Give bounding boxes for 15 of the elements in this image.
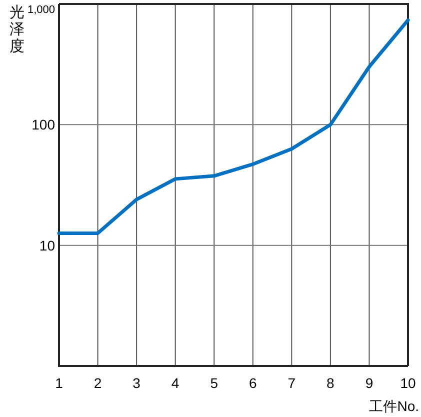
x-axis-title: 工件No. [369,398,419,414]
y-tick-label: 10 [39,237,56,254]
x-tick-label: 7 [288,375,296,391]
x-tick-label: 3 [132,375,141,391]
x-tick-label: 10 [400,375,416,391]
x-tick-label: 1 [55,375,64,391]
x-tick-label: 9 [365,375,374,391]
x-tick-label: 6 [248,375,257,391]
x-tick-label: 5 [210,375,218,391]
x-tick-label: 8 [326,375,335,391]
y-axis-title: 光泽度 [10,4,24,55]
y-tick-label: 1,000 [27,4,55,16]
y-tick-label: 100 [32,116,56,133]
x-tick-label: 4 [171,375,180,391]
x-tick-label: 2 [94,375,102,391]
